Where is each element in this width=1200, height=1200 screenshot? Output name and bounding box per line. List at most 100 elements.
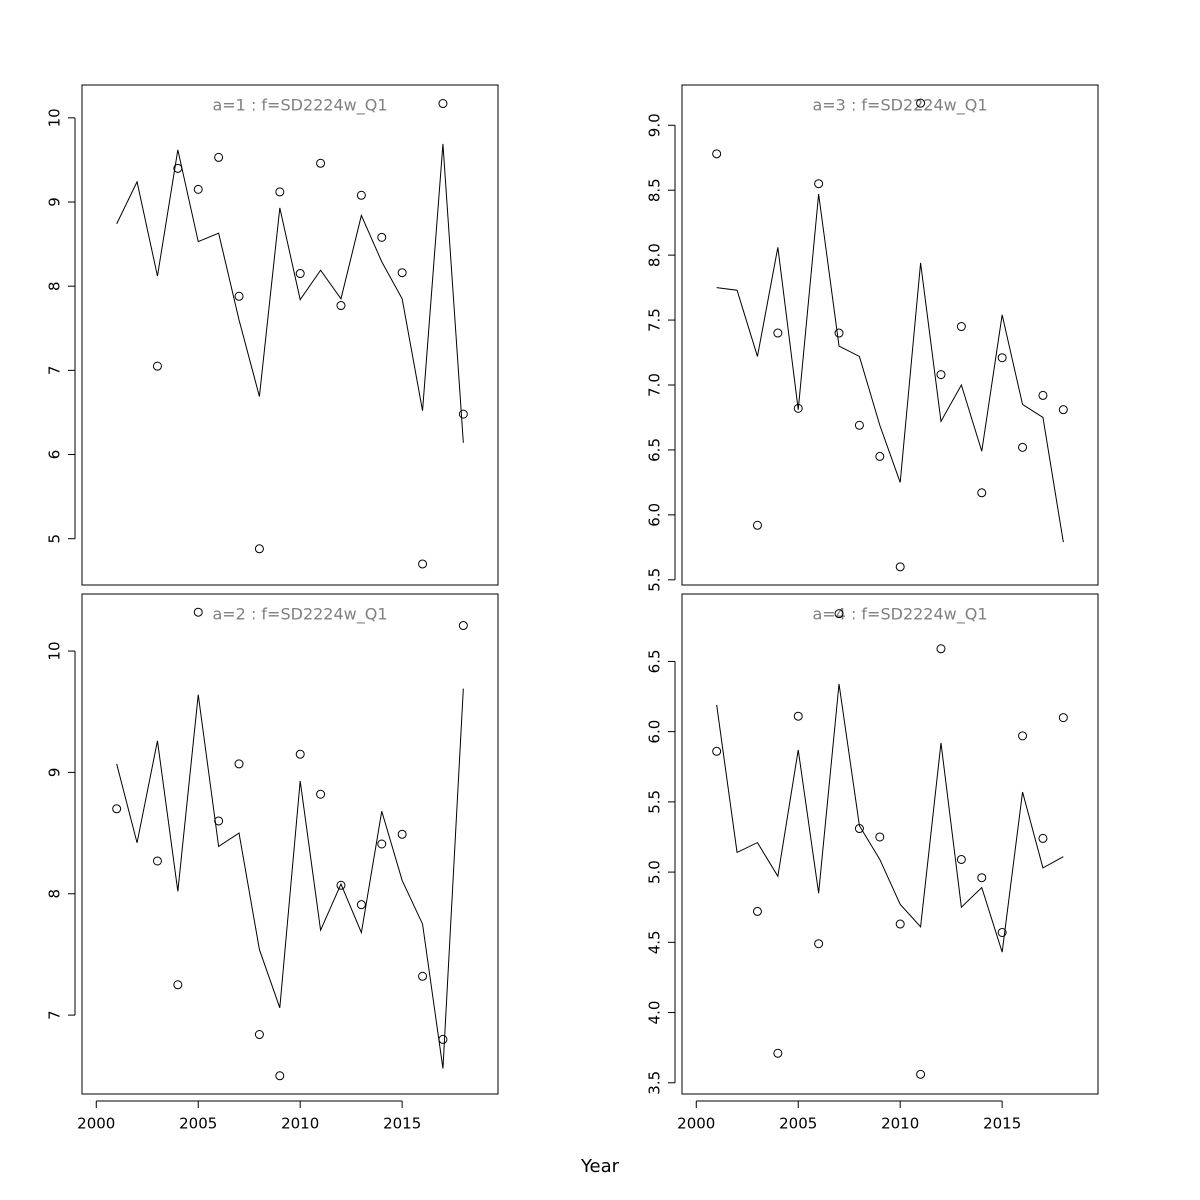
observed-point	[418, 971, 428, 981]
y-tick-label: 4.0	[646, 1001, 664, 1025]
y-tick-label: 4.5	[646, 930, 664, 954]
observed-point	[875, 832, 885, 842]
y-tick-label: 9	[46, 197, 64, 207]
observed-point	[1018, 731, 1028, 741]
y-tick-label: 6.0	[646, 720, 664, 744]
observed-point	[418, 559, 428, 569]
y-tick-label: 9.0	[646, 113, 664, 137]
observed-point	[752, 906, 762, 916]
observed-point	[814, 179, 824, 189]
observed-point	[193, 184, 203, 194]
x-tick-label: 2005	[779, 1115, 817, 1133]
plot-frame	[681, 593, 1099, 1095]
observed-point	[1058, 405, 1068, 415]
plot-frame	[681, 84, 1099, 586]
observed-point	[356, 900, 366, 910]
y-tick-label: 6	[46, 450, 64, 460]
observed-point	[854, 420, 864, 430]
observed-point	[834, 609, 844, 619]
observed-point	[977, 488, 987, 498]
y-tick-label: 5	[46, 534, 64, 544]
observed-point	[316, 158, 326, 168]
fitted-line	[116, 688, 464, 1069]
observed-point	[814, 939, 824, 949]
y-tick-label: 6.5	[646, 438, 664, 462]
x-tick-label: 2015	[983, 1115, 1021, 1133]
observed-point	[834, 328, 844, 338]
observed-point	[438, 1034, 448, 1044]
observed-point	[356, 190, 366, 200]
observed-point	[336, 880, 346, 890]
observed-point	[956, 322, 966, 332]
observed-point	[152, 856, 162, 866]
observed-point	[997, 353, 1007, 363]
plot-frame	[81, 593, 499, 1095]
observed-point	[936, 644, 946, 654]
y-tick-label: 3.5	[646, 1071, 664, 1095]
x-tick-label: 2010	[881, 1115, 919, 1133]
observed-point	[397, 829, 407, 839]
observed-point	[295, 749, 305, 759]
observed-point	[234, 291, 244, 301]
observed-point	[997, 927, 1007, 937]
observed-point	[336, 301, 346, 311]
observed-point	[916, 1069, 926, 1079]
x-tick-label: 2000	[677, 1115, 715, 1133]
x-tick-label: 2010	[281, 1115, 319, 1133]
observed-point	[458, 409, 468, 419]
y-tick-label: 8.5	[646, 178, 664, 202]
y-tick-label: 6.0	[646, 503, 664, 527]
y-tick-label: 9	[46, 768, 64, 778]
y-tick-label: 8.0	[646, 243, 664, 267]
y-tick-label: 7.5	[646, 308, 664, 332]
fitted-line	[716, 194, 1064, 543]
observed-point	[214, 152, 224, 162]
observed-point	[173, 980, 183, 990]
observed-point	[712, 746, 722, 756]
observed-point	[793, 403, 803, 413]
observed-point	[977, 873, 987, 883]
observed-point	[254, 1030, 264, 1040]
observed-point	[316, 789, 326, 799]
panel-title: a=2 : f=SD2224w_Q1	[212, 605, 387, 625]
observed-point	[895, 919, 905, 929]
y-tick-label: 7.0	[646, 373, 664, 397]
y-tick-label: 8	[46, 889, 64, 899]
observed-point	[173, 163, 183, 173]
observed-point	[895, 562, 905, 572]
y-tick-label: 5.0	[646, 860, 664, 884]
observed-point	[193, 607, 203, 617]
y-tick-label: 10	[46, 108, 64, 127]
x-tick-label: 2015	[383, 1115, 421, 1133]
x-tick-label: 2005	[179, 1115, 217, 1133]
observed-point	[1038, 390, 1048, 400]
observed-point	[793, 711, 803, 721]
y-tick-label: 5.5	[646, 568, 664, 592]
x-tick-label: 2000	[77, 1115, 115, 1133]
observed-point	[1038, 833, 1048, 843]
plot-frame	[81, 84, 499, 586]
fitted-line	[716, 683, 1064, 953]
observed-point	[397, 268, 407, 278]
observed-point	[936, 370, 946, 380]
y-tick-label: 8	[46, 281, 64, 291]
fitted-line	[116, 143, 464, 443]
observed-point	[752, 520, 762, 530]
panel-title: a=1 : f=SD2224w_Q1	[212, 96, 387, 116]
observed-point	[773, 1048, 783, 1058]
y-tick-label: 5.5	[646, 790, 664, 814]
observed-point	[773, 328, 783, 338]
y-tick-label: 7	[46, 366, 64, 376]
observed-point	[956, 854, 966, 864]
observed-point	[254, 544, 264, 554]
observed-point	[438, 99, 448, 109]
observed-point	[377, 839, 387, 849]
y-tick-label: 7	[46, 1010, 64, 1020]
observed-point	[275, 187, 285, 197]
observed-point	[1018, 442, 1028, 452]
panel-title: a=4 : f=SD2224w_Q1	[812, 605, 987, 625]
observed-point	[916, 98, 926, 108]
observed-point	[854, 824, 864, 834]
observed-point	[152, 361, 162, 371]
